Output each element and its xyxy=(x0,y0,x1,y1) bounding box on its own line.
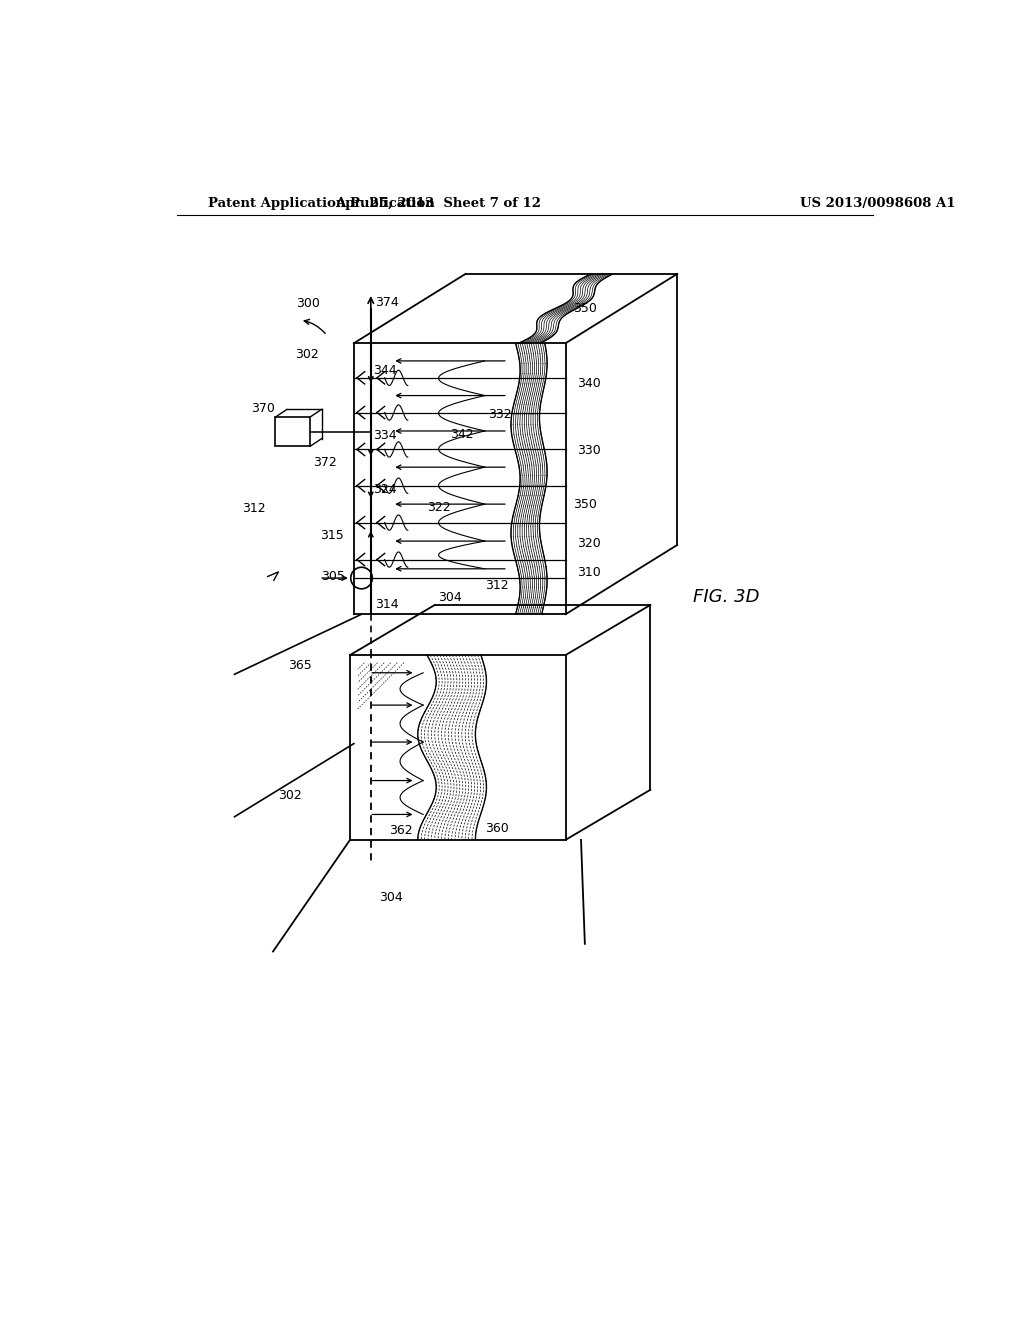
Text: 314: 314 xyxy=(376,598,399,611)
Text: Patent Application Publication: Patent Application Publication xyxy=(208,197,434,210)
Text: 315: 315 xyxy=(321,529,344,543)
Text: 342: 342 xyxy=(451,428,474,441)
Text: FIG. 3D: FIG. 3D xyxy=(692,589,759,606)
Text: 360: 360 xyxy=(484,822,509,834)
Text: 344: 344 xyxy=(373,363,396,376)
Text: 370: 370 xyxy=(252,403,275,416)
Text: 302: 302 xyxy=(278,789,301,803)
Text: 362: 362 xyxy=(389,824,413,837)
Text: 334: 334 xyxy=(373,429,396,442)
Text: 350: 350 xyxy=(573,499,597,511)
Bar xyxy=(275,417,310,446)
Text: 330: 330 xyxy=(578,445,601,458)
Text: 350: 350 xyxy=(573,302,597,315)
Text: 312: 312 xyxy=(242,502,265,515)
Text: 322: 322 xyxy=(427,500,451,513)
Text: 304: 304 xyxy=(438,591,462,603)
Text: 332: 332 xyxy=(487,408,511,421)
Text: 324: 324 xyxy=(373,483,396,496)
Text: 300: 300 xyxy=(296,297,319,310)
Text: 365: 365 xyxy=(288,659,311,672)
Text: 374: 374 xyxy=(376,296,399,309)
Text: Apr. 25, 2013  Sheet 7 of 12: Apr. 25, 2013 Sheet 7 of 12 xyxy=(336,197,542,210)
Text: 372: 372 xyxy=(313,455,337,469)
Text: US 2013/0098608 A1: US 2013/0098608 A1 xyxy=(801,197,956,210)
Text: 320: 320 xyxy=(578,537,601,550)
Text: 304: 304 xyxy=(379,891,403,904)
Text: 302: 302 xyxy=(296,348,319,362)
Text: 305: 305 xyxy=(321,570,345,583)
Text: 312: 312 xyxy=(484,579,508,593)
Text: 310: 310 xyxy=(578,566,601,579)
Text: 340: 340 xyxy=(578,376,601,389)
